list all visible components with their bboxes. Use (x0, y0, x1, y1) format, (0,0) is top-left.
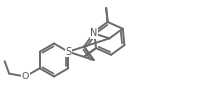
Text: N: N (90, 28, 97, 38)
Text: S: S (65, 47, 71, 57)
Text: O: O (22, 72, 29, 81)
